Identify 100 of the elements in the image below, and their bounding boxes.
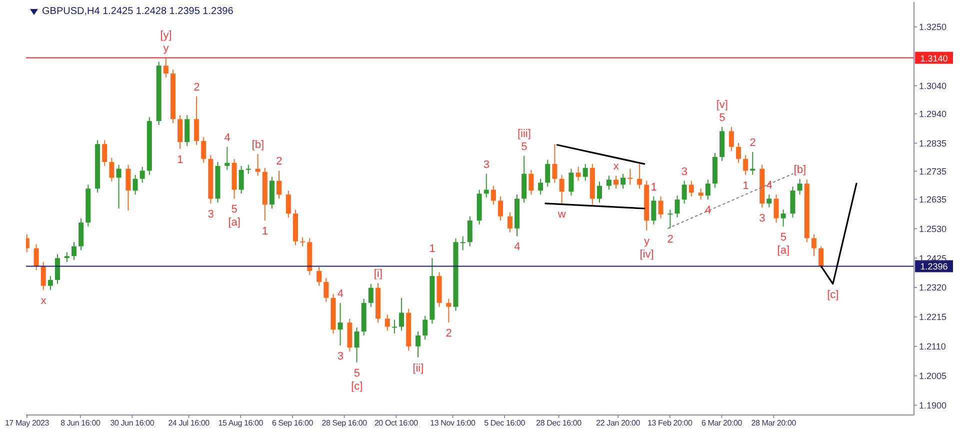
- candlestick: [568, 168, 574, 196]
- x-tick-label: 17 May 2023: [4, 418, 50, 428]
- candlestick: [467, 216, 472, 247]
- candlestick: [620, 173, 626, 190]
- candlestick: [682, 180, 687, 204]
- annotation: [iii]: [517, 128, 531, 140]
- annotation: 4: [766, 179, 772, 192]
- candlestick: [628, 168, 633, 186]
- annotation: 1: [262, 226, 268, 238]
- candlestick: [102, 140, 108, 166]
- annotation: [iv]: [640, 248, 654, 260]
- y-tick-label: 1.2940: [919, 108, 947, 119]
- candlestick: [140, 166, 145, 184]
- candlestick: [606, 175, 612, 190]
- x-tick-label: 6 Mar 20:00: [702, 418, 743, 428]
- annotation: 1: [650, 181, 657, 194]
- candlestick: [582, 163, 588, 182]
- candlestick: [743, 154, 748, 176]
- candlestick: [797, 178, 802, 195]
- x-tick-label: 24 Jul 16:00: [168, 418, 210, 428]
- y-tick-label: 1.2635: [919, 194, 947, 204]
- candlestick: [34, 244, 39, 271]
- annotation: [ii]: [412, 362, 424, 374]
- annotation: [i]: [374, 268, 382, 280]
- candlestick: [576, 166, 581, 182]
- chart-title: GBPUSD,H4 1.2425 1.2428 1.2395 1.2396: [42, 6, 234, 17]
- candlestick: [178, 114, 183, 150]
- candlestick: [40, 262, 46, 291]
- candlestick: [384, 314, 390, 332]
- candlestick: [48, 276, 53, 291]
- annotation: y: [163, 42, 170, 54]
- candlestick: [276, 170, 282, 200]
- y-tick-label: 1.3040: [919, 80, 947, 91]
- annotation: [c]: [827, 288, 839, 301]
- candlestick: [613, 175, 618, 190]
- annotation: 2: [276, 156, 282, 168]
- y-tick-label: 1.2320: [919, 282, 947, 293]
- x-tick-label: 6 Sep 16:00: [272, 418, 314, 428]
- annotation: [a]: [777, 244, 790, 256]
- annotation: [v]: [716, 98, 728, 111]
- x-tick-label: 20 Oct 16:00: [374, 418, 419, 428]
- annotation: 1: [742, 180, 749, 192]
- candlestick: [674, 195, 680, 218]
- y-tick-label: 1.3250: [919, 22, 947, 32]
- candlestick: [324, 277, 329, 302]
- ref-line-label: 1.2396: [920, 262, 948, 272]
- candlestick: [545, 159, 550, 188]
- y-tick-label: 1.1900: [919, 400, 947, 410]
- candlestick: [552, 144, 558, 184]
- x-tick-label: 13 Nov 16:00: [430, 418, 476, 428]
- y-tick-label: 1.2835: [919, 138, 947, 148]
- candlestick: [416, 331, 421, 358]
- y-tick-label: 1.2215: [919, 312, 947, 322]
- candlestick: [132, 174, 138, 195]
- candlestick: [750, 151, 756, 176]
- candlestick: [811, 234, 816, 257]
- annotation: x: [40, 295, 47, 308]
- candlestick: [559, 174, 564, 204]
- annotation: 1: [177, 154, 184, 166]
- annotation: 4: [514, 241, 520, 254]
- annotation: 3: [337, 350, 344, 363]
- candlestick: [705, 179, 710, 200]
- candlestick: [698, 188, 704, 200]
- annotation: 5: [521, 140, 528, 153]
- candlestick: [71, 242, 76, 261]
- candlestick: [224, 146, 230, 170]
- candlestick: [528, 169, 534, 195]
- candlestick: [422, 315, 428, 340]
- candlestick: [116, 164, 122, 209]
- candlestick: [688, 180, 694, 197]
- candlestick: [78, 218, 84, 251]
- x-tick-label: 8 Jun 16:00: [60, 418, 101, 428]
- candlestick: [728, 126, 734, 152]
- candlestick: [668, 209, 673, 229]
- candlestick: [658, 196, 664, 219]
- annotation: y: [644, 235, 650, 248]
- annotation: 3: [208, 208, 214, 220]
- annotation: w: [556, 208, 566, 220]
- candlestick: [126, 164, 131, 211]
- ref-line-label: 1.3140: [920, 53, 948, 64]
- annotation: 4: [337, 288, 344, 300]
- candlestick: [766, 194, 772, 208]
- x-tick-label: 15 Aug 16:00: [218, 418, 264, 428]
- candlestick: [736, 142, 742, 164]
- annotation: 5: [354, 367, 360, 380]
- annotation: [a]: [228, 216, 240, 229]
- candlestick: [316, 266, 322, 286]
- annotation: 2: [667, 233, 674, 246]
- candlestick: [255, 153, 260, 176]
- annotation: 3: [483, 158, 490, 171]
- candlestick: [399, 297, 404, 332]
- candlestick: [774, 194, 779, 224]
- annotation: 5: [780, 231, 786, 244]
- candlestick: [538, 178, 544, 195]
- candlestick: [201, 136, 206, 164]
- annotation: 2: [194, 81, 200, 94]
- annotation: [y]: [160, 29, 172, 42]
- annotation: 3: [759, 212, 766, 224]
- annotation: 2: [750, 136, 756, 149]
- annotation: 1: [429, 243, 436, 256]
